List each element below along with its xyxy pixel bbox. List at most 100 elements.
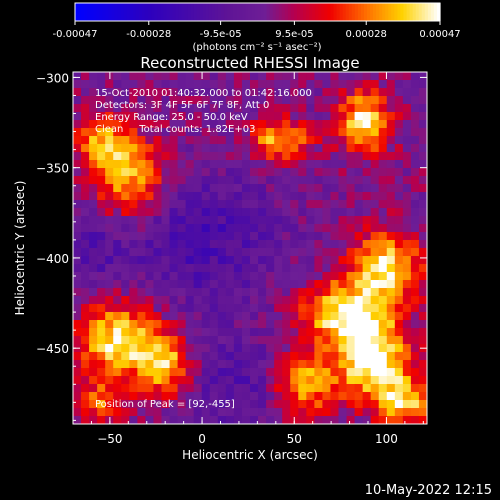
- heatmap-cell: [169, 312, 179, 321]
- colorbar-segment: [157, 3, 161, 21]
- heatmap-cell: [410, 112, 420, 121]
- heatmap-cell: [290, 192, 299, 201]
- heatmap-cell: [378, 344, 388, 353]
- heatmap-cell: [161, 184, 171, 193]
- heatmap-cell: [113, 296, 122, 305]
- heatmap-cell: [346, 80, 356, 89]
- heatmap-cell: [306, 112, 315, 121]
- heatmap-cell: [137, 320, 146, 329]
- heatmap-cell: [418, 144, 428, 153]
- heatmap-cell: [258, 72, 267, 81]
- heatmap-cell: [394, 136, 404, 145]
- heatmap-cell: [314, 360, 323, 369]
- heatmap-cell: [250, 416, 259, 425]
- heatmap-cell: [338, 400, 348, 409]
- heatmap-cell: [225, 256, 235, 265]
- heatmap-cell: [201, 224, 211, 233]
- heatmap-cell: [250, 368, 259, 377]
- colorbar-segment: [327, 3, 332, 21]
- heatmap-cell: [105, 392, 114, 401]
- heatmap-cell: [258, 152, 267, 161]
- heatmap-cell: [402, 328, 412, 337]
- heatmap-cell: [266, 288, 275, 297]
- heatmap-cell: [89, 200, 98, 209]
- heatmap-cell: [386, 160, 396, 169]
- heatmap-cell: [274, 192, 283, 201]
- heatmap-cell: [322, 112, 331, 121]
- heatmap-cell: [290, 312, 299, 321]
- heatmap-cell: [282, 72, 291, 81]
- heatmap-cell: [370, 120, 380, 129]
- heatmap-cell: [153, 144, 162, 153]
- heatmap-cell: [185, 160, 195, 169]
- heatmap-cell: [338, 192, 348, 201]
- heatmap-cell: [346, 88, 356, 97]
- heatmap-cell: [113, 384, 122, 393]
- heatmap-cell: [378, 312, 388, 321]
- colorbar-segment: [202, 3, 207, 21]
- heatmap-cell: [193, 296, 203, 305]
- heatmap-cell: [209, 104, 219, 113]
- heatmap-cell: [185, 240, 195, 249]
- heatmap-cell: [362, 96, 372, 105]
- heatmap-cell: [250, 120, 259, 129]
- heatmap-cell: [290, 400, 299, 409]
- heatmap-cell: [89, 176, 98, 185]
- heatmap-cell: [354, 280, 364, 289]
- heatmap-cell: [137, 360, 146, 369]
- heatmap-cell: [386, 224, 396, 233]
- colorbar-segment: [211, 3, 216, 21]
- heatmap-cell: [274, 240, 283, 249]
- heatmap-cell: [105, 360, 114, 369]
- colorbar-segment: [184, 3, 189, 21]
- colorbar-segment: [430, 3, 435, 21]
- heatmap-cell: [113, 96, 122, 105]
- heatmap-cell: [306, 392, 315, 401]
- colorbar-segment: [394, 3, 399, 21]
- heatmap-cell: [113, 352, 122, 361]
- heatmap-cell: [97, 352, 106, 361]
- heatmap-cell: [209, 176, 219, 185]
- heatmap-cell: [145, 416, 154, 425]
- heatmap-cell: [89, 352, 98, 361]
- heatmap-cell: [217, 192, 227, 201]
- heatmap-cell: [97, 216, 106, 225]
- heatmap-cell: [73, 288, 82, 297]
- heatmap-cell: [81, 352, 90, 361]
- heatmap-cell: [266, 224, 275, 233]
- heatmap-cell: [241, 88, 251, 97]
- heatmap-cell: [225, 384, 235, 393]
- heatmap-cell: [193, 96, 203, 105]
- heatmap-cell: [354, 400, 364, 409]
- heatmap-cell: [258, 320, 267, 329]
- heatmap-cell: [113, 304, 122, 313]
- heatmap-cell: [73, 328, 82, 337]
- heatmap-cell: [201, 200, 211, 209]
- heatmap-cell: [241, 112, 251, 121]
- heatmap-cell: [362, 208, 372, 217]
- heatmap-cell: [266, 176, 275, 185]
- heatmap-cell: [362, 320, 372, 329]
- heatmap-cell: [225, 176, 235, 185]
- heatmap-cell: [330, 232, 339, 241]
- heatmap-cell: [290, 264, 299, 273]
- heatmap-cell: [362, 248, 372, 257]
- heatmap-cell: [394, 400, 404, 409]
- heatmap-cell: [250, 152, 259, 161]
- heatmap-cell: [266, 256, 275, 265]
- colorbar-segment: [339, 3, 344, 21]
- heatmap-cell: [161, 368, 171, 377]
- heatmap-cell: [233, 232, 243, 241]
- heatmap-cell: [298, 320, 307, 329]
- heatmap-cell: [161, 200, 171, 209]
- heatmap-cell: [314, 136, 323, 145]
- heatmap-cell: [378, 200, 388, 209]
- heatmap-cell: [129, 416, 138, 425]
- heatmap-cell: [233, 128, 243, 137]
- heatmap-cell: [346, 112, 356, 121]
- heatmap-cell: [217, 128, 227, 137]
- heatmap-cell: [274, 336, 283, 345]
- heatmap-cell: [250, 256, 259, 265]
- heatmap-cell: [121, 216, 130, 225]
- heatmap-cell: [177, 192, 187, 201]
